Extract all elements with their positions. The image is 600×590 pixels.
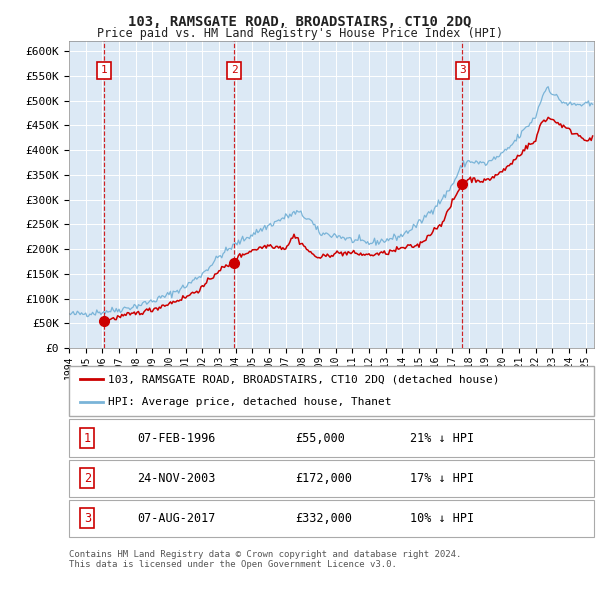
Text: 10% ↓ HPI: 10% ↓ HPI — [410, 512, 475, 525]
Text: 17% ↓ HPI: 17% ↓ HPI — [410, 471, 475, 485]
Text: 21% ↓ HPI: 21% ↓ HPI — [410, 431, 475, 445]
FancyBboxPatch shape — [69, 419, 594, 457]
Text: 07-AUG-2017: 07-AUG-2017 — [137, 512, 215, 525]
Text: 1: 1 — [84, 431, 91, 445]
Text: Price paid vs. HM Land Registry's House Price Index (HPI): Price paid vs. HM Land Registry's House … — [97, 27, 503, 40]
Text: 3: 3 — [84, 512, 91, 525]
Text: 103, RAMSGATE ROAD, BROADSTAIRS, CT10 2DQ: 103, RAMSGATE ROAD, BROADSTAIRS, CT10 2D… — [128, 15, 472, 29]
FancyBboxPatch shape — [69, 366, 594, 416]
Text: 07-FEB-1996: 07-FEB-1996 — [137, 431, 215, 445]
Text: 2: 2 — [230, 65, 238, 76]
Text: 2: 2 — [84, 471, 91, 485]
Text: 24-NOV-2003: 24-NOV-2003 — [137, 471, 215, 485]
Text: 1: 1 — [101, 65, 107, 76]
Text: £172,000: £172,000 — [295, 471, 352, 485]
FancyBboxPatch shape — [69, 460, 594, 497]
Text: 103, RAMSGATE ROAD, BROADSTAIRS, CT10 2DQ (detached house): 103, RAMSGATE ROAD, BROADSTAIRS, CT10 2D… — [109, 374, 500, 384]
Text: HPI: Average price, detached house, Thanet: HPI: Average price, detached house, Than… — [109, 398, 392, 408]
Text: This data is licensed under the Open Government Licence v3.0.: This data is licensed under the Open Gov… — [69, 560, 397, 569]
Text: £55,000: £55,000 — [295, 431, 344, 445]
Text: £332,000: £332,000 — [295, 512, 352, 525]
Text: 3: 3 — [459, 65, 466, 76]
Text: Contains HM Land Registry data © Crown copyright and database right 2024.: Contains HM Land Registry data © Crown c… — [69, 550, 461, 559]
FancyBboxPatch shape — [69, 500, 594, 537]
